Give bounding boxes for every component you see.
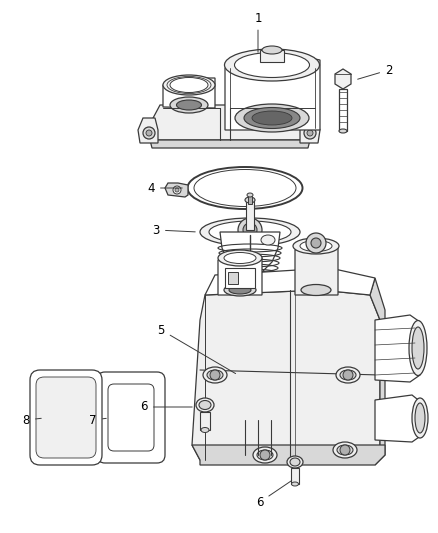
Bar xyxy=(246,200,254,230)
Polygon shape xyxy=(205,268,375,295)
Ellipse shape xyxy=(257,450,273,460)
Polygon shape xyxy=(225,55,320,130)
Polygon shape xyxy=(138,118,158,143)
Circle shape xyxy=(260,450,270,460)
Ellipse shape xyxy=(187,167,303,209)
Ellipse shape xyxy=(412,327,424,369)
Circle shape xyxy=(307,130,313,136)
Circle shape xyxy=(343,370,353,380)
Circle shape xyxy=(340,445,350,455)
Ellipse shape xyxy=(301,285,331,295)
Polygon shape xyxy=(375,395,422,442)
Text: 1: 1 xyxy=(254,12,262,52)
Polygon shape xyxy=(335,69,351,89)
Ellipse shape xyxy=(235,104,309,132)
Ellipse shape xyxy=(409,320,427,376)
Circle shape xyxy=(175,188,179,192)
Polygon shape xyxy=(192,290,380,460)
Ellipse shape xyxy=(287,456,303,468)
Circle shape xyxy=(311,238,321,248)
Ellipse shape xyxy=(293,238,339,254)
Ellipse shape xyxy=(261,235,275,245)
Bar xyxy=(291,468,299,484)
Polygon shape xyxy=(150,140,310,148)
Text: 6: 6 xyxy=(141,400,192,414)
Polygon shape xyxy=(145,105,310,140)
Ellipse shape xyxy=(196,398,214,412)
Ellipse shape xyxy=(201,427,209,432)
Ellipse shape xyxy=(246,283,254,287)
Ellipse shape xyxy=(412,398,428,438)
Polygon shape xyxy=(163,78,215,108)
Polygon shape xyxy=(375,315,420,382)
FancyBboxPatch shape xyxy=(30,370,102,465)
Ellipse shape xyxy=(339,129,347,133)
Circle shape xyxy=(238,218,262,242)
Ellipse shape xyxy=(170,77,208,93)
Bar xyxy=(228,272,238,284)
Text: 6: 6 xyxy=(256,481,292,508)
FancyBboxPatch shape xyxy=(108,384,154,451)
Polygon shape xyxy=(370,278,385,465)
Ellipse shape xyxy=(163,75,215,95)
Circle shape xyxy=(173,186,181,194)
Ellipse shape xyxy=(207,370,223,380)
Ellipse shape xyxy=(203,367,227,383)
Text: 3: 3 xyxy=(152,223,195,237)
Text: 8: 8 xyxy=(23,414,41,426)
Text: 5: 5 xyxy=(158,324,236,374)
Ellipse shape xyxy=(333,442,357,458)
Bar xyxy=(339,89,347,131)
Ellipse shape xyxy=(229,286,251,294)
Circle shape xyxy=(306,233,326,253)
Ellipse shape xyxy=(340,370,356,380)
Text: 7: 7 xyxy=(89,414,106,426)
Polygon shape xyxy=(165,183,188,197)
Ellipse shape xyxy=(336,367,360,383)
Polygon shape xyxy=(192,445,385,465)
Polygon shape xyxy=(295,242,338,295)
Ellipse shape xyxy=(177,100,201,110)
Polygon shape xyxy=(218,255,262,295)
Ellipse shape xyxy=(224,253,256,263)
Ellipse shape xyxy=(300,240,332,252)
Circle shape xyxy=(243,223,257,237)
Ellipse shape xyxy=(244,108,300,128)
Ellipse shape xyxy=(170,97,208,113)
Text: 4: 4 xyxy=(148,182,182,195)
Polygon shape xyxy=(220,232,280,276)
Ellipse shape xyxy=(253,447,277,463)
FancyBboxPatch shape xyxy=(113,389,149,446)
Bar xyxy=(260,50,284,62)
Bar xyxy=(200,412,210,430)
Ellipse shape xyxy=(292,482,299,486)
Ellipse shape xyxy=(290,458,300,466)
FancyBboxPatch shape xyxy=(36,377,96,458)
Ellipse shape xyxy=(209,221,291,243)
Circle shape xyxy=(304,127,316,139)
Ellipse shape xyxy=(245,197,255,203)
Ellipse shape xyxy=(262,46,282,54)
Ellipse shape xyxy=(199,400,211,409)
Bar xyxy=(248,196,252,204)
Text: 2: 2 xyxy=(358,63,392,79)
Ellipse shape xyxy=(194,169,296,206)
FancyBboxPatch shape xyxy=(97,372,165,463)
Ellipse shape xyxy=(225,49,319,81)
Circle shape xyxy=(210,370,220,380)
Ellipse shape xyxy=(252,111,292,125)
Ellipse shape xyxy=(247,193,253,197)
Ellipse shape xyxy=(218,250,262,266)
Bar xyxy=(225,268,255,288)
Circle shape xyxy=(143,127,155,139)
Ellipse shape xyxy=(337,445,353,455)
Ellipse shape xyxy=(224,284,256,296)
Circle shape xyxy=(146,130,152,136)
Polygon shape xyxy=(300,118,320,143)
Ellipse shape xyxy=(200,218,300,246)
Ellipse shape xyxy=(234,52,310,77)
Ellipse shape xyxy=(415,403,425,433)
